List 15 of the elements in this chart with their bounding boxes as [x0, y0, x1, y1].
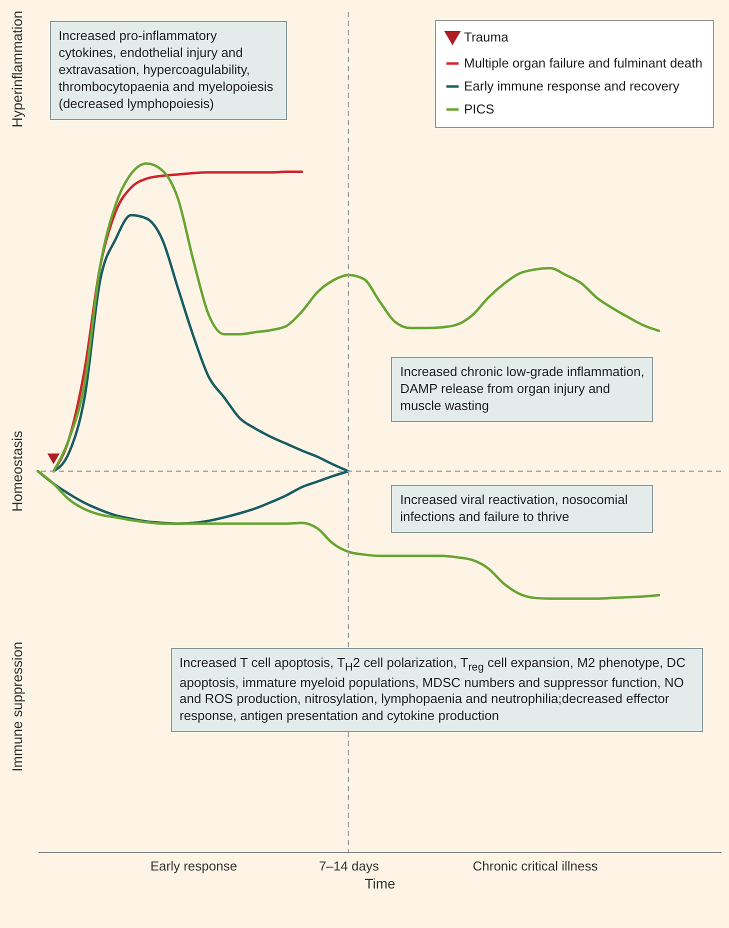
- annotation: Increased T cell apoptosis, T$_{H}$2 cell polarization, T$_{reg}$ cell expansion, M2 phenotype, DC apoptosis, immature myeloid populations, MDSC numbers and suppressor function, NO and ROS production, nitrosylation, lymphopaenia and neutrophilia;decreased effector response, antigen presentation and cytokine production: [170, 648, 703, 732]
- legend-label: Multiple organ failure and fulminant death: [464, 56, 702, 70]
- ref-line-label: Homeostasis: [9, 430, 25, 512]
- legend-label: PICS: [464, 102, 495, 116]
- text: Increased pro-inflammatory cytokines, endothelial injury and extravasation, hypercoagulability, thrombocytopaenia and myelopoiesis (decreased lymphopoiesis): [50, 21, 287, 120]
- annotation: Increased viral reactivation, nosocomial infections and failure to thrive: [391, 484, 654, 533]
- x-tick-label: Chronic critical illness: [472, 858, 598, 874]
- x-axis-title: Time: [364, 876, 396, 892]
- legend-label: Trauma: [464, 30, 510, 44]
- legend-label: Early immune response and recovery: [464, 78, 680, 94]
- text: Immune suppression: [9, 642, 25, 772]
- x-tick-label: 7–14 days: [318, 858, 380, 874]
- text: Hyperinflammation: [9, 10, 25, 128]
- annotation: Increased chronic low-grade inflammation, DAMP release from organ injury and muscle wasting: [391, 357, 654, 422]
- x-tick-label: Early response: [150, 858, 238, 874]
